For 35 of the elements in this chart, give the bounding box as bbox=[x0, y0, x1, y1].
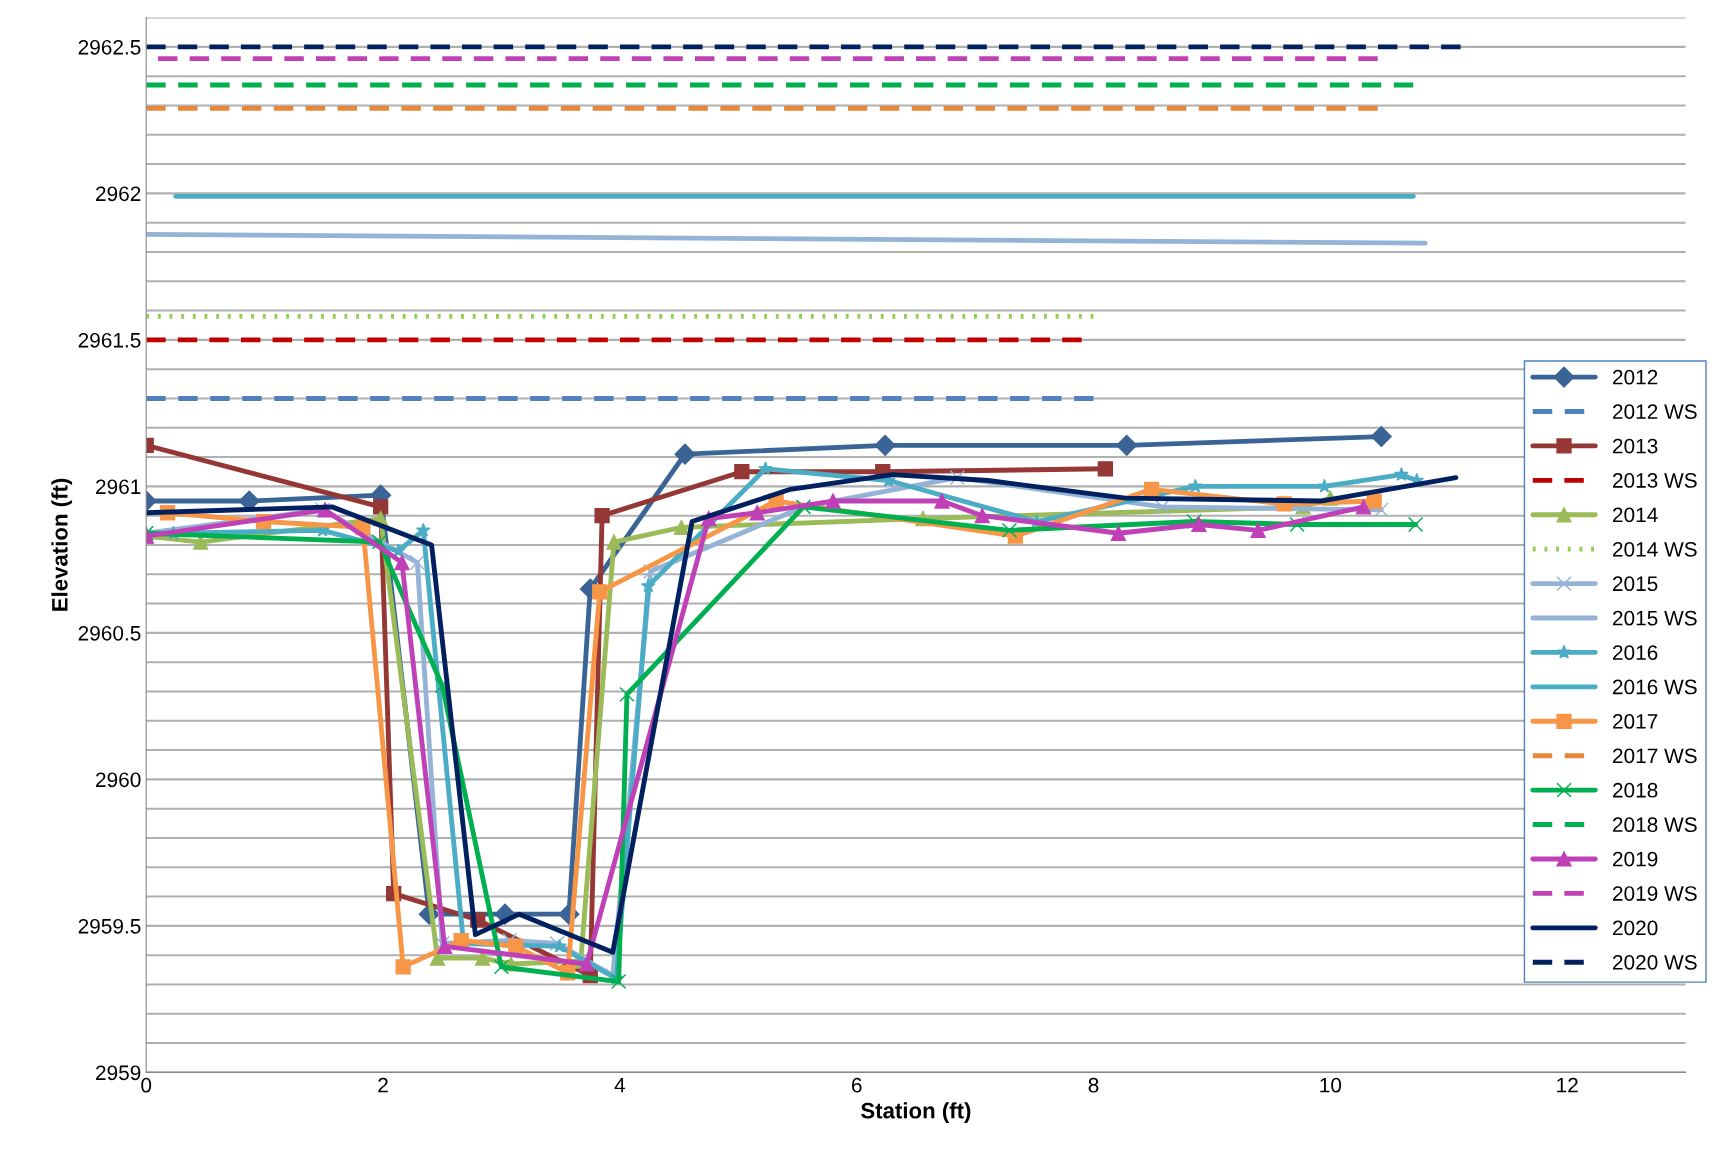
y-tick-label: 2962 bbox=[96, 186, 141, 202]
x-tick-label: 6 bbox=[851, 1077, 862, 1093]
y-axis-title: Elevation (ft) bbox=[51, 478, 73, 611]
x-tick-label: 12 bbox=[1557, 1077, 1578, 1093]
x-tick-label: 4 bbox=[614, 1078, 626, 1093]
legend-label: 2019 WS bbox=[1613, 886, 1697, 901]
x-axis-title: Station (ft) bbox=[861, 1102, 971, 1123]
legend-label: 2012 WS bbox=[1613, 404, 1697, 419]
y-tick-label: 2959.5 bbox=[78, 918, 141, 934]
legend-label: 2020 WS bbox=[1613, 954, 1697, 970]
y-tick-label: 2959 bbox=[96, 1065, 141, 1081]
x-tick-label: 8 bbox=[1088, 1077, 1099, 1093]
legend-label: 2014 bbox=[1613, 507, 1658, 523]
y-tick-label: 2961.5 bbox=[78, 332, 141, 348]
legend-label: 2018 bbox=[1613, 782, 1658, 798]
legend-label: 2020 bbox=[1613, 920, 1658, 936]
legend-label: 2017 bbox=[1613, 714, 1658, 729]
legend-label: 2013 bbox=[1613, 438, 1658, 454]
y-tick-label: 2960 bbox=[96, 772, 141, 788]
legend-label: 2016 WS bbox=[1613, 679, 1697, 695]
legend-label: 2018 WS bbox=[1613, 817, 1697, 833]
legend-label: 2017 WS bbox=[1613, 748, 1697, 764]
legend-label: 2016 bbox=[1613, 645, 1658, 660]
x-tick-label: 2 bbox=[378, 1077, 388, 1093]
x-tick-label: 0 bbox=[141, 1077, 152, 1093]
legend-label: 2015 bbox=[1613, 576, 1658, 592]
y-tick-label: 2960.5 bbox=[78, 625, 141, 641]
x-tick-label: 10 bbox=[1320, 1077, 1342, 1093]
legend-label: 2013 WS bbox=[1613, 473, 1697, 488]
legend-label: 2014 WS bbox=[1613, 541, 1697, 557]
legend-label: 2012 bbox=[1613, 369, 1658, 385]
y-tick-label: 2962.5 bbox=[78, 39, 141, 55]
legend-label: 2019 bbox=[1613, 851, 1658, 867]
y-tick-label: 2961 bbox=[96, 479, 141, 495]
legend-label: 2015 WS bbox=[1613, 610, 1697, 626]
